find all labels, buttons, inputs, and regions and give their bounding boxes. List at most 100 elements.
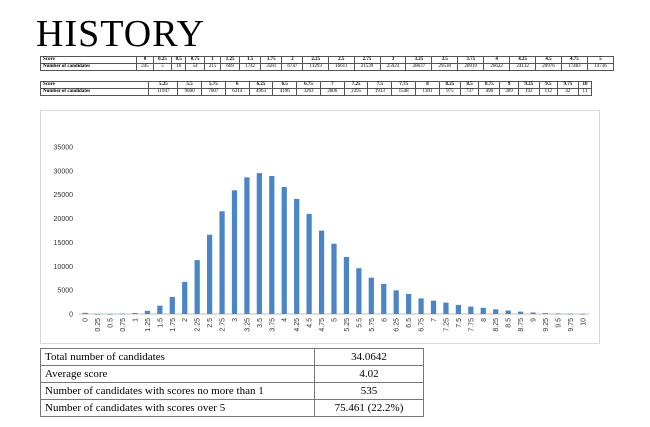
bar bbox=[468, 306, 474, 314]
x-tick-label: 2.75 bbox=[220, 318, 227, 332]
count-cell: 54 bbox=[185, 63, 205, 71]
summary-value: 75.461 (22.2%) bbox=[314, 399, 424, 417]
x-tick-label: 6.5 bbox=[406, 318, 413, 328]
score-cell: 4 bbox=[483, 56, 511, 64]
count-cell: 14736 bbox=[586, 63, 615, 71]
count-cell: 2806 bbox=[319, 88, 345, 96]
x-tick-label: 5 bbox=[332, 318, 339, 322]
x-tick-label: 3.75 bbox=[269, 318, 276, 332]
bar bbox=[219, 211, 225, 314]
y-tick-label: 0 bbox=[69, 312, 73, 319]
score-cell: 5.5 bbox=[177, 81, 203, 89]
x-tick-label: 6 bbox=[381, 318, 388, 322]
score-cell: 0.75 bbox=[185, 56, 205, 64]
bar bbox=[343, 256, 350, 314]
bar bbox=[406, 293, 412, 314]
count-cell: 192 bbox=[517, 88, 540, 96]
x-tick-label: 1.25 bbox=[145, 318, 152, 332]
score-cell: 6 bbox=[224, 81, 250, 89]
score-cell: 6.25 bbox=[248, 81, 274, 89]
bar bbox=[256, 173, 262, 314]
bar bbox=[530, 312, 536, 314]
count-cell: 5 bbox=[152, 63, 173, 71]
count-cell: 1548 bbox=[391, 88, 417, 96]
x-tick-label: 3.25 bbox=[244, 318, 251, 332]
bar bbox=[269, 176, 275, 314]
count-cell: 25923 bbox=[379, 63, 407, 71]
bar bbox=[505, 310, 511, 314]
x-tick-label: 7.5 bbox=[456, 318, 463, 328]
x-tick-label: 0.5 bbox=[108, 318, 115, 328]
x-tick-label: 2.25 bbox=[195, 318, 202, 332]
score-cell: 1.75 bbox=[260, 56, 283, 64]
bar bbox=[430, 300, 437, 314]
score-cell: 7.5 bbox=[367, 81, 393, 89]
count-cell: 17483 bbox=[560, 63, 588, 71]
score-cell: 0.25 bbox=[152, 56, 173, 64]
x-tick-label: 4 bbox=[282, 318, 289, 322]
bar bbox=[194, 260, 200, 314]
bar bbox=[567, 313, 573, 315]
x-tick-label: 7.75 bbox=[468, 318, 475, 332]
x-tick-label: 9.25 bbox=[543, 318, 550, 332]
bar bbox=[169, 296, 175, 314]
bar bbox=[580, 313, 586, 315]
score-cell: 2.25 bbox=[302, 56, 329, 64]
summary-table: Total number of candidates 34.0642 Average… bbox=[40, 348, 424, 417]
bar bbox=[418, 298, 424, 314]
score-cell: 2.75 bbox=[353, 56, 381, 64]
bar bbox=[368, 277, 374, 314]
score-cell: 2 bbox=[281, 56, 304, 64]
score-cell: 3 bbox=[379, 56, 407, 64]
y-tick-label: 20000 bbox=[54, 216, 74, 223]
count-header: Number of candidates bbox=[39, 63, 138, 71]
x-tick-label: 0 bbox=[83, 318, 90, 322]
count-cell: 1301 bbox=[415, 88, 440, 96]
summary-value: 535 bbox=[314, 382, 424, 400]
score-cell: 9 bbox=[499, 81, 519, 89]
x-tick-label: 7 bbox=[431, 318, 438, 322]
count-cell: 24132 bbox=[509, 63, 537, 71]
x-tick-label: 8.5 bbox=[506, 318, 513, 328]
x-tick-label: 10 bbox=[580, 318, 587, 326]
bar bbox=[144, 310, 151, 314]
x-tick-label: 2 bbox=[182, 318, 189, 322]
x-tick-label: 9.5 bbox=[555, 318, 562, 328]
score-cell: 9.25 bbox=[517, 81, 540, 89]
count-cell: 1913 bbox=[367, 88, 393, 96]
count-cell: 1742 bbox=[239, 63, 262, 71]
count-cell: 4963 bbox=[248, 88, 274, 96]
x-tick-label: 6.25 bbox=[394, 318, 401, 332]
y-tick-label: 25000 bbox=[54, 192, 74, 199]
bar bbox=[393, 290, 399, 314]
summary-label: Number of candidates with scores over 5 bbox=[40, 399, 315, 417]
summary-label: Number of candidates with scores no more… bbox=[40, 382, 315, 400]
count-cell: 309 bbox=[499, 88, 519, 96]
score-cell: 7.75 bbox=[391, 81, 417, 89]
bar bbox=[82, 312, 88, 314]
bar bbox=[306, 213, 312, 314]
count-cell: 6314 bbox=[224, 88, 250, 96]
count-cell: 215 bbox=[203, 63, 222, 71]
score-cell: 9.75 bbox=[556, 81, 579, 89]
score-cell: 0.5 bbox=[171, 56, 187, 64]
score-cell: 10 bbox=[577, 81, 593, 89]
count-cell: 28919 bbox=[457, 63, 485, 71]
bar bbox=[517, 311, 524, 314]
bar bbox=[157, 305, 163, 314]
bar bbox=[318, 230, 325, 314]
score-cell: 7.25 bbox=[343, 81, 369, 89]
count-cell: 975 bbox=[438, 88, 461, 96]
count-cell: 7607 bbox=[201, 88, 226, 96]
count-cell: 4196 bbox=[272, 88, 298, 96]
x-tick-label: 6.75 bbox=[419, 318, 426, 332]
x-tick-label: 2.5 bbox=[207, 318, 214, 328]
score-header: Score bbox=[39, 81, 150, 89]
count-cell: 11947 bbox=[148, 88, 179, 96]
score-cell: 3.5 bbox=[431, 56, 459, 64]
bar bbox=[381, 283, 387, 314]
bar bbox=[356, 268, 362, 314]
count-header: Number of candidates bbox=[39, 88, 150, 96]
score-cell: 3.75 bbox=[457, 56, 485, 64]
score-cell: 3.25 bbox=[405, 56, 433, 64]
